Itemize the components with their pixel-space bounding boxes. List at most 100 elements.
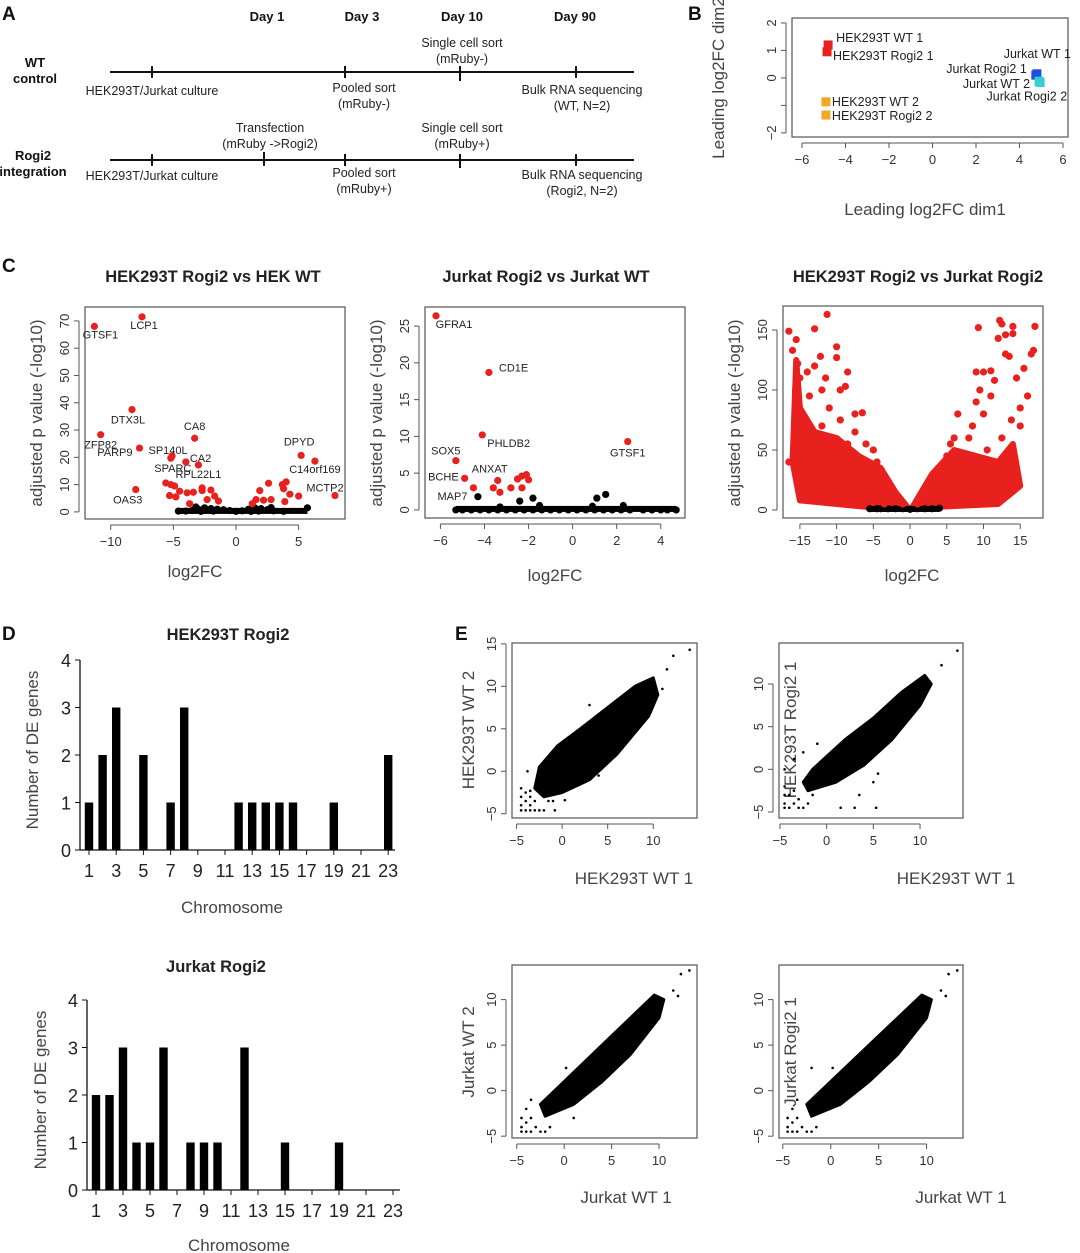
x-axis-label: log2FC bbox=[168, 562, 223, 581]
labeled-gene-point bbox=[478, 431, 486, 439]
x-axis-label: Chromosome bbox=[188, 1236, 290, 1253]
bar-chr-14 bbox=[261, 802, 270, 850]
x-tick-label: −2 bbox=[521, 533, 536, 548]
y-tick-label: 10 bbox=[484, 679, 499, 693]
significant-point bbox=[796, 374, 804, 382]
event-start: HEK293T/Jurkat culture bbox=[86, 169, 219, 183]
significant-point bbox=[858, 409, 866, 417]
significant-point bbox=[176, 487, 184, 495]
data-point bbox=[853, 806, 856, 810]
data-point bbox=[791, 1107, 794, 1111]
e2-chart: −5 0 5 10 −5 0 5 10 HEK293T WT 1 HEK293T Rogi2 1 bbox=[751, 642, 1015, 888]
significant-point bbox=[165, 491, 174, 500]
significant-point bbox=[961, 470, 969, 478]
y-tick-label: 0 bbox=[755, 506, 770, 513]
x-tick-label: 0 bbox=[559, 833, 566, 848]
gene-label: RPL22L1 bbox=[175, 469, 221, 481]
y-axis-label: Leading log2FC dim2 bbox=[709, 0, 728, 159]
data-point bbox=[548, 1125, 552, 1129]
x-tick-label: 0 bbox=[906, 533, 913, 548]
data-point bbox=[815, 1125, 818, 1129]
event-start: HEK293T/Jurkat culture bbox=[86, 84, 219, 98]
significant-point bbox=[987, 367, 995, 375]
chart-title: HEK293T Rogi2 vs Jurkat Rogi2 bbox=[793, 268, 1043, 286]
significant-point bbox=[884, 482, 892, 490]
x-tick-label: 7 bbox=[166, 861, 176, 881]
data-point bbox=[528, 809, 532, 812]
x-tick-label: 5 bbox=[870, 833, 877, 848]
significant-point bbox=[803, 368, 811, 376]
y-tick-label: −2 bbox=[764, 125, 779, 140]
x-tick-label: 23 bbox=[378, 861, 398, 881]
significant-point bbox=[841, 382, 850, 390]
x-axis-label: log2FC bbox=[885, 566, 940, 585]
sample-point bbox=[822, 47, 832, 57]
significant-point bbox=[1005, 352, 1013, 360]
data-point bbox=[519, 809, 523, 812]
event-day3-line1: Pooled sort bbox=[332, 81, 396, 95]
sample-label: HEK293T Rogi2 2 bbox=[832, 109, 933, 123]
data-point bbox=[520, 1130, 523, 1133]
data-point bbox=[524, 1121, 528, 1124]
data-point bbox=[524, 791, 527, 794]
significant-point bbox=[286, 490, 294, 498]
significant-point bbox=[990, 376, 999, 384]
gene-label: SP140L bbox=[149, 445, 188, 457]
x-axis-label: Leading log2FC dim1 bbox=[844, 200, 1006, 219]
y-tick-label: 50 bbox=[755, 443, 770, 457]
significant-point bbox=[796, 464, 804, 472]
significant-point bbox=[203, 496, 211, 504]
labeled-gene-point bbox=[191, 434, 199, 442]
x-tick-label: 0 bbox=[561, 1153, 568, 1168]
data-point bbox=[810, 1066, 813, 1070]
chart-title: Jurkat Rogi2 bbox=[166, 958, 266, 976]
labeled-gene-point bbox=[167, 454, 175, 462]
day-1-label: Day 1 bbox=[250, 9, 285, 24]
x-axis-label: Jurkat WT 1 bbox=[915, 1188, 1006, 1207]
data-point bbox=[597, 774, 600, 777]
x-tick-label: 5 bbox=[604, 833, 611, 848]
y-tick-label: 10 bbox=[397, 429, 412, 443]
y-tick-label: 0 bbox=[751, 1087, 766, 1094]
x-tick-label: 9 bbox=[199, 1201, 209, 1221]
y-tick-label: −5 bbox=[751, 805, 766, 820]
significant-point bbox=[507, 484, 515, 492]
x-tick-label: 10 bbox=[652, 1153, 666, 1168]
y-tick-label: 4 bbox=[68, 991, 78, 1011]
data-point bbox=[524, 799, 527, 803]
significant-point bbox=[518, 484, 526, 492]
significant-point bbox=[829, 452, 837, 460]
data-point bbox=[800, 1125, 804, 1129]
x-tick-label: 0 bbox=[232, 534, 239, 549]
significant-point bbox=[810, 362, 819, 370]
x-tick-label: −2 bbox=[882, 152, 897, 167]
labeled-gene-point bbox=[469, 484, 478, 492]
bar-chr-8 bbox=[186, 1142, 195, 1190]
y-tick-label: 10 bbox=[751, 992, 766, 1006]
significant-point bbox=[972, 398, 980, 406]
v1-chart: HEK293T Rogi2 vs HEK WT−10 −5 0 50102030405… bbox=[27, 268, 346, 581]
y-axis-label: HEK293T WT 2 bbox=[459, 671, 478, 789]
gene-label: CA8 bbox=[184, 421, 205, 433]
significant-point bbox=[825, 404, 833, 412]
y-tick-label: 20 bbox=[397, 356, 412, 370]
data-point bbox=[792, 802, 796, 805]
dense-point-cloud bbox=[533, 676, 660, 799]
day-3-label: Day 3 bbox=[345, 9, 380, 24]
bar-chr-2 bbox=[105, 1095, 114, 1190]
e1-chart: −5 0 5 10 −5 0 5 10 15 HEK293T WT 1 HEK293T WT 2 bbox=[459, 637, 698, 888]
significant-point bbox=[998, 434, 1006, 442]
significant-point bbox=[807, 446, 815, 454]
sample-label: HEK293T WT 2 bbox=[832, 95, 919, 109]
x-axis-label: log2FC bbox=[528, 566, 583, 585]
x-tick-label: 5 bbox=[875, 1153, 882, 1168]
data-point bbox=[543, 1130, 547, 1133]
x-tick-label: 1 bbox=[91, 1201, 101, 1221]
sample-label: Jurkat Rogi2 2 bbox=[987, 90, 1068, 104]
y-axis-label: Number of DE genes bbox=[31, 1011, 50, 1170]
bar-chr-8 bbox=[180, 707, 189, 850]
nonsignificant-point bbox=[529, 494, 537, 502]
data-point bbox=[783, 785, 786, 788]
y-tick-label: 1 bbox=[61, 794, 71, 814]
y-tick-label: 0 bbox=[57, 508, 72, 515]
